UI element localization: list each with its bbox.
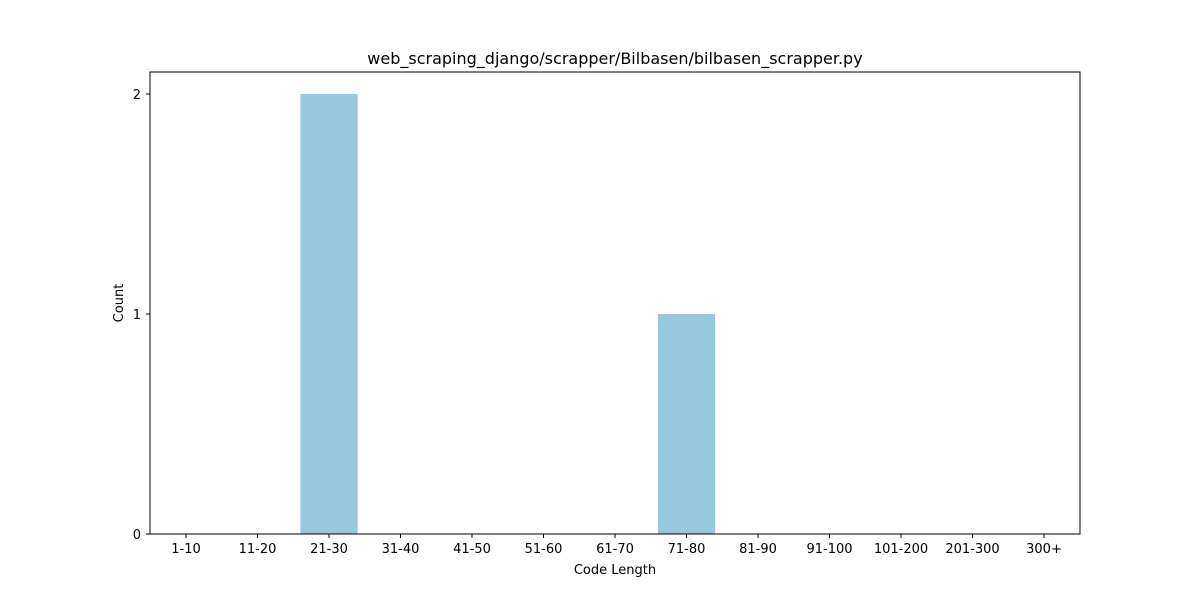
x-tick-label: 201-300 bbox=[945, 542, 999, 557]
bars-group bbox=[300, 94, 716, 534]
plot-frame bbox=[149, 71, 1081, 535]
y-axis: 0 1 2 bbox=[133, 88, 150, 543]
x-tick-label: 1-10 bbox=[171, 542, 201, 557]
x-tick-label: 31-40 bbox=[382, 542, 420, 557]
x-tick-label: 81-90 bbox=[739, 542, 777, 557]
y-tick-label: 1 bbox=[133, 308, 141, 323]
bar-71-80 bbox=[657, 314, 716, 534]
x-axis: 1-10 11-20 21-30 31-40 41-50 51-60 61-70 71-80 8… bbox=[171, 534, 1062, 557]
x-tick-label: 11-20 bbox=[239, 542, 277, 557]
x-axis-label: Code Length bbox=[574, 563, 656, 578]
x-tick-label: 61-70 bbox=[596, 542, 634, 557]
y-axis-label: Count bbox=[112, 284, 127, 323]
x-tick-label: 41-50 bbox=[453, 542, 491, 557]
chart-title: web_scraping_django/scrapper/Bilbasen/bi… bbox=[367, 49, 862, 69]
x-tick-label: 91-100 bbox=[806, 542, 852, 557]
y-tick-label: 0 bbox=[133, 528, 141, 543]
x-tick-label: 71-80 bbox=[668, 542, 706, 557]
bar-21-30 bbox=[300, 94, 358, 534]
x-tick-label: 21-30 bbox=[310, 542, 348, 557]
x-tick-label: 300+ bbox=[1026, 542, 1062, 557]
x-tick-label: 101-200 bbox=[874, 542, 928, 557]
y-tick-label: 2 bbox=[133, 88, 141, 103]
x-tick-label: 51-60 bbox=[525, 542, 563, 557]
